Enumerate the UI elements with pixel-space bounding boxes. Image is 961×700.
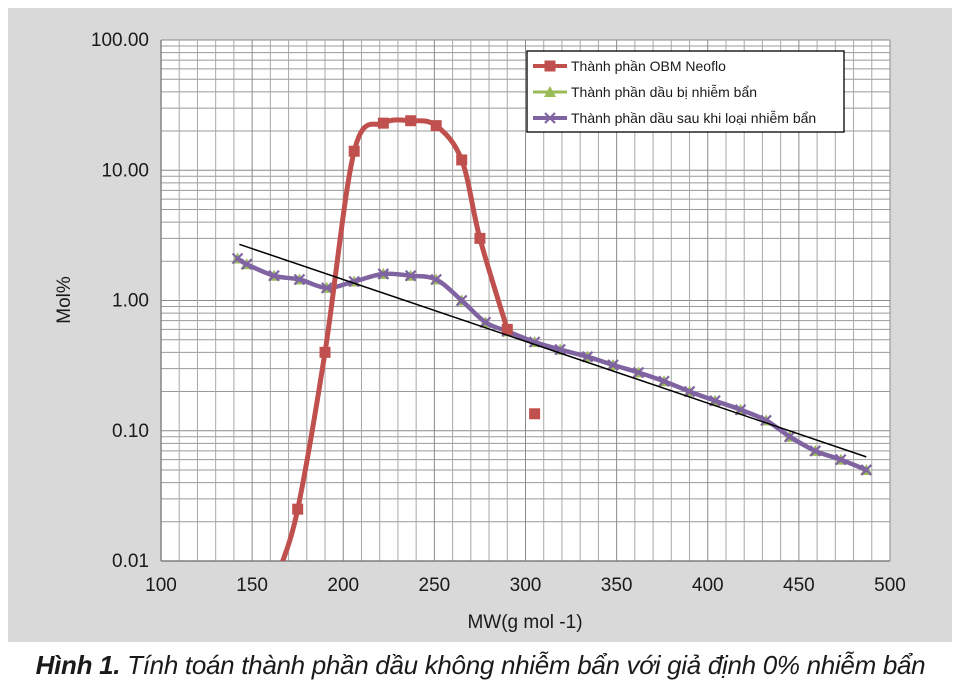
data-point: [658, 375, 670, 388]
legend-swatch-marker: [544, 112, 556, 124]
x-tick-label: 200: [327, 575, 359, 596]
data-point: [456, 154, 468, 166]
x-tick-label: 350: [601, 575, 633, 596]
trendline: [239, 243, 867, 458]
data-point: [529, 408, 541, 420]
data-point: [581, 350, 594, 363]
data-point: [479, 316, 492, 329]
data-point: [377, 117, 389, 129]
data-point: [474, 232, 486, 244]
x-axis-title: MW(g mol -1): [467, 612, 582, 633]
data-point: [809, 445, 822, 457]
legend-label: Thành phần OBM Neoflo: [571, 58, 726, 74]
data-point: [405, 115, 417, 127]
legend-item-2: Thành phần dầu bị nhiễm bẩn: [533, 84, 757, 100]
y-tick-label: 0.10: [112, 421, 149, 442]
data-point: [607, 359, 619, 371]
x-axis: 100 150 200 250 300 350 400 450 500: [145, 575, 906, 596]
legend-swatch-marker: [544, 60, 556, 72]
series-1: [280, 115, 541, 561]
data-point: [632, 366, 645, 379]
y-tick-label: 100.00: [91, 30, 149, 51]
legend-item-1: Thành phần OBM Neoflo: [533, 58, 726, 74]
data-point: [240, 258, 253, 270]
y-axis-title: Mol%: [54, 276, 75, 324]
x-tick-label: 150: [236, 575, 268, 596]
y-tick-label: 10.00: [101, 160, 149, 181]
data-point: [430, 273, 442, 286]
figure-caption: Hình 1. Tính toán thành phần dầu không n…: [0, 650, 961, 681]
data-point: [501, 323, 513, 335]
data-point: [292, 503, 304, 515]
legend-box: [526, 50, 845, 133]
legend-swatch-marker: [544, 86, 556, 97]
caption-text: Tính toán thành phần dầu không nhiễm bẩn…: [120, 650, 926, 680]
caption-label: Hình 1.: [35, 650, 121, 680]
data-point: [835, 453, 847, 466]
data-point: [404, 269, 417, 282]
x-tick-label: 100: [145, 575, 177, 596]
series-markers: [292, 115, 541, 515]
series: [231, 115, 873, 561]
data-point: [783, 430, 796, 443]
data-point: [683, 385, 696, 398]
x-tick-label: 400: [692, 575, 724, 596]
legend-item-3: Thành phần dầu sau khi loại nhiễm bẩn: [533, 110, 816, 126]
data-point: [231, 252, 244, 265]
y-tick-label: 0.01: [112, 551, 149, 572]
data-point: [319, 346, 331, 358]
data-point: [455, 294, 468, 307]
x-tick-label: 500: [874, 575, 906, 596]
y-tick-label: 1.00: [112, 291, 149, 312]
data-point: [268, 269, 280, 282]
legend-label: Thành phần dầu bị nhiễm bẩn: [571, 84, 757, 100]
legend-label: Thành phần dầu sau khi loại nhiễm bẩn: [571, 110, 816, 126]
data-point: [860, 464, 873, 476]
data-point: [430, 120, 442, 132]
data-point: [321, 282, 333, 294]
legend: Thành phần OBM Neoflo Thành phần dầu bị n…: [526, 50, 845, 133]
y-axis: 0.01 0.10 1.00 10.00 100.00: [91, 30, 149, 572]
data-point: [348, 145, 360, 157]
x-tick-label: 450: [783, 575, 815, 596]
x-tick-label: 250: [419, 575, 451, 596]
data-point: [293, 273, 306, 286]
data-point: [377, 268, 390, 280]
x-tick-label: 300: [510, 575, 542, 596]
data-point: [554, 343, 566, 356]
